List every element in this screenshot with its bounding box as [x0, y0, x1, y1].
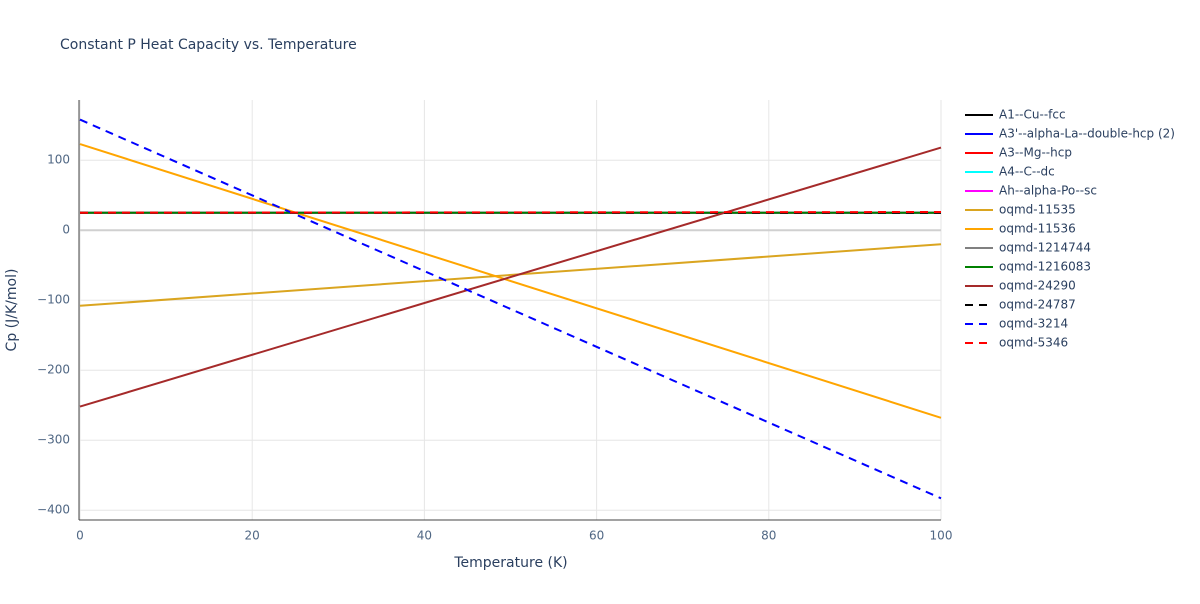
x-tick-label: 0 [76, 529, 84, 543]
series-line [79, 146, 942, 408]
legend-label: oqmd-3214 [999, 317, 1068, 331]
x-tick-label: 80 [761, 529, 776, 543]
y-tick-label: −100 [37, 293, 70, 307]
y-tick-label: −400 [37, 503, 70, 517]
x-tick-label: 20 [245, 529, 260, 543]
legend-label: A1--Cu--fcc [999, 108, 1066, 122]
legend-label: Ah--alpha-Po--sc [999, 184, 1097, 198]
legend: A1--Cu--fcc A3'--alpha-La--double-hcp (2)… [965, 108, 1175, 350]
series-line [79, 118, 942, 500]
legend-label: oqmd-5346 [999, 336, 1068, 350]
y-tick-label: 0 [62, 223, 70, 237]
legend-label: oqmd-24290 [999, 279, 1076, 293]
series-line [79, 243, 942, 307]
x-tick-label: 60 [589, 529, 604, 543]
x-axis-title: Temperature (K) [453, 555, 567, 571]
chart-title: Constant P Heat Capacity vs. Temperature [60, 37, 357, 53]
series-line [79, 143, 942, 419]
legend-label: oqmd-24787 [999, 298, 1076, 312]
legend-label: A3--Mg--hcp [999, 146, 1072, 160]
y-axis-title: Cp (J/K/mol) [4, 269, 20, 352]
x-tick-label: 100 [930, 529, 953, 543]
y-tick-label: 100 [47, 153, 70, 167]
legend-label: A3'--alpha-La--double-hcp (2) [999, 127, 1175, 141]
legend-label: oqmd-1216083 [999, 260, 1091, 274]
x-tick-label: 40 [417, 529, 432, 543]
y-tick-label: −200 [37, 363, 70, 377]
legend-label: oqmd-1214744 [999, 241, 1091, 255]
legend-label: oqmd-11536 [999, 222, 1076, 236]
series-line [79, 211, 942, 214]
y-tick-label: −300 [37, 433, 70, 447]
plot-lines [79, 118, 942, 500]
legend-label: A4--C--dc [999, 165, 1055, 179]
legend-label: oqmd-11535 [999, 203, 1076, 217]
